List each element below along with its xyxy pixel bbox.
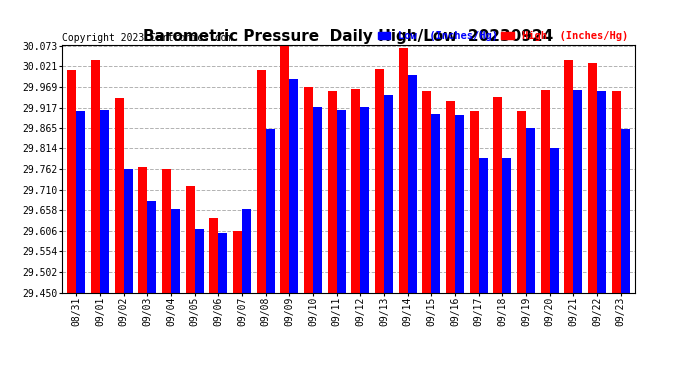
- Bar: [540, 90, 550, 292]
- Bar: [399, 48, 408, 292]
- Bar: [526, 128, 535, 292]
- Bar: [257, 70, 266, 292]
- Bar: [597, 90, 606, 292]
- Bar: [502, 158, 511, 292]
- Bar: [470, 111, 479, 292]
- Bar: [337, 110, 346, 292]
- Bar: [517, 111, 526, 292]
- Bar: [138, 166, 147, 292]
- Bar: [431, 114, 440, 292]
- Bar: [564, 60, 573, 292]
- Bar: [68, 70, 77, 292]
- Bar: [266, 129, 275, 292]
- Bar: [171, 209, 180, 292]
- Bar: [100, 110, 109, 292]
- Bar: [209, 218, 218, 292]
- Text: Copyright 2023 Cartronics.com: Copyright 2023 Cartronics.com: [62, 33, 233, 42]
- Bar: [147, 201, 157, 292]
- Bar: [242, 209, 251, 292]
- Bar: [611, 90, 620, 292]
- Bar: [304, 87, 313, 292]
- Bar: [360, 107, 369, 292]
- Bar: [91, 60, 100, 292]
- Bar: [493, 97, 502, 292]
- Bar: [479, 158, 488, 292]
- Bar: [422, 92, 431, 292]
- Legend: Low  (Inches/Hg), High  (Inches/Hg): Low (Inches/Hg), High (Inches/Hg): [377, 30, 629, 42]
- Bar: [115, 99, 124, 292]
- Bar: [455, 115, 464, 292]
- Bar: [289, 79, 298, 292]
- Bar: [375, 69, 384, 292]
- Bar: [233, 231, 242, 292]
- Bar: [195, 229, 204, 292]
- Bar: [620, 129, 629, 292]
- Bar: [588, 63, 597, 292]
- Bar: [124, 169, 132, 292]
- Bar: [280, 46, 289, 292]
- Bar: [384, 94, 393, 292]
- Bar: [77, 111, 86, 292]
- Bar: [573, 90, 582, 292]
- Bar: [162, 169, 171, 292]
- Bar: [351, 89, 360, 292]
- Bar: [328, 90, 337, 292]
- Bar: [218, 233, 227, 292]
- Title: Barometric Pressure  Daily High/Low  20230924: Barometric Pressure Daily High/Low 20230…: [144, 29, 553, 44]
- Bar: [446, 101, 455, 292]
- Bar: [313, 107, 322, 292]
- Bar: [550, 148, 559, 292]
- Bar: [186, 186, 195, 292]
- Bar: [408, 75, 417, 292]
